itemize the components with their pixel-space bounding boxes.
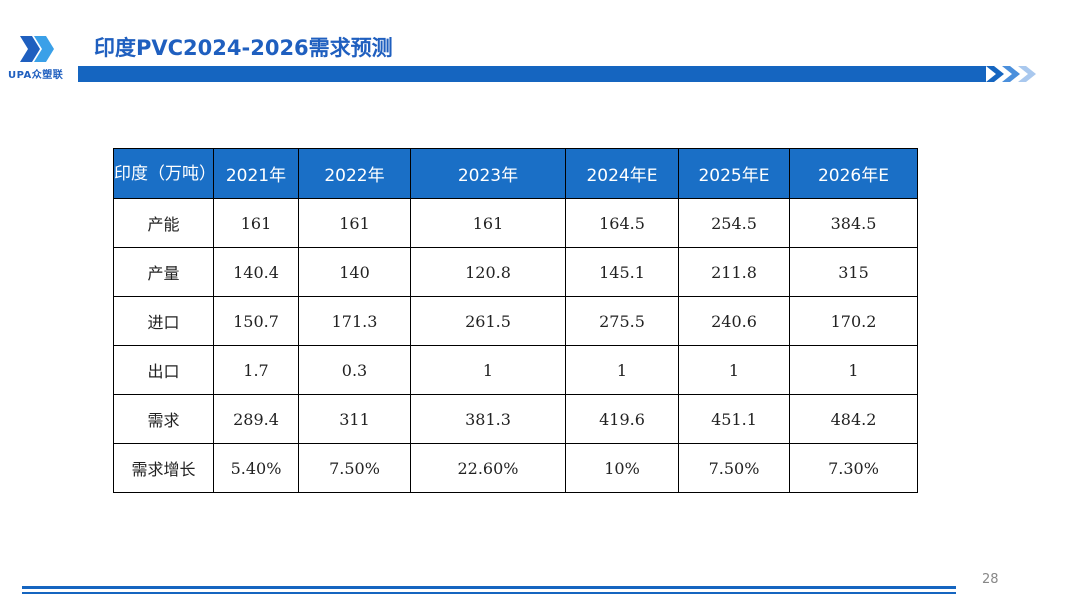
table-cell: 145.1 [565,247,679,297]
table-cell: 419.6 [565,394,679,444]
table-cell: 311 [298,394,411,444]
table-cell: 1 [410,345,566,395]
table-cell: 1 [789,345,918,395]
table-cell: 161 [410,198,566,248]
table-cell: 384.5 [789,198,918,248]
table-cell: 484.2 [789,394,918,444]
row-label: 出口 [113,345,214,395]
column-header: 2023年 [410,148,566,199]
logo-text: UPA众塑联 [8,70,64,81]
table-row: 产能 161 161 161 164.5 254.5 384.5 [113,198,918,248]
table-cell: 1 [678,345,790,395]
table-cell: 315 [789,247,918,297]
upa-logo-icon [20,36,54,62]
table-cell: 1 [565,345,679,395]
table-cell: 261.5 [410,296,566,346]
table-cell: 254.5 [678,198,790,248]
column-header: 2025年E [678,148,790,199]
footer-line [22,592,956,594]
table-cell: 7.50% [298,443,411,493]
table-cell: 164.5 [565,198,679,248]
table-cell: 10% [565,443,679,493]
table-cell: 7.50% [678,443,790,493]
row-label: 产能 [113,198,214,248]
table-cell: 275.5 [565,296,679,346]
table-row: 产量 140.4 140 120.8 145.1 211.8 315 [113,247,918,297]
table-cell: 7.30% [789,443,918,493]
row-label: 产量 [113,247,214,297]
table-cell: 150.7 [213,296,299,346]
column-header: 2021年 [213,148,299,199]
table-cell: 211.8 [678,247,790,297]
table-cell: 161 [213,198,299,248]
table-cell: 161 [298,198,411,248]
title-underline-bar [78,66,986,82]
table-cell: 140.4 [213,247,299,297]
table-row: 出口 1.7 0.3 1 1 1 1 [113,345,918,395]
table-row: 需求 289.4 311 381.3 419.6 451.1 484.2 [113,394,918,444]
india-pvc-demand-table: 印度（万吨） 2021年 2022年 2023年 2024年E 2025年E 2… [113,148,918,493]
table-cell: 22.60% [410,443,566,493]
table-corner-header: 印度（万吨） [113,148,216,199]
table-header-row: 印度（万吨） 2021年 2022年 2023年 2024年E 2025年E 2… [113,148,918,199]
table-row: 需求增长 5.40% 7.50% 22.60% 10% 7.50% 7.30% [113,443,918,493]
table-row: 进口 150.7 171.3 261.5 275.5 240.6 170.2 [113,296,918,346]
table-cell: 1.7 [213,345,299,395]
row-label: 进口 [113,296,214,346]
row-label: 需求增长 [113,443,214,493]
table-cell: 240.6 [678,296,790,346]
table-cell: 451.1 [678,394,790,444]
column-header: 2026年E [789,148,918,199]
company-logo: UPA众塑联 [8,34,72,82]
footer-line [22,586,956,589]
table-cell: 140 [298,247,411,297]
table-cell: 5.40% [213,443,299,493]
table-cell: 120.8 [410,247,566,297]
table-cell: 0.3 [298,345,411,395]
page-number: 28 [982,572,999,587]
chevron-right-icon [986,66,1036,82]
table-cell: 171.3 [298,296,411,346]
table-cell: 170.2 [789,296,918,346]
row-label: 需求 [113,394,214,444]
column-header: 2022年 [298,148,411,199]
table-cell: 381.3 [410,394,566,444]
table-cell: 289.4 [213,394,299,444]
column-header: 2024年E [565,148,679,199]
page-title: 印度PVC2024-2026需求预测 [94,36,393,60]
